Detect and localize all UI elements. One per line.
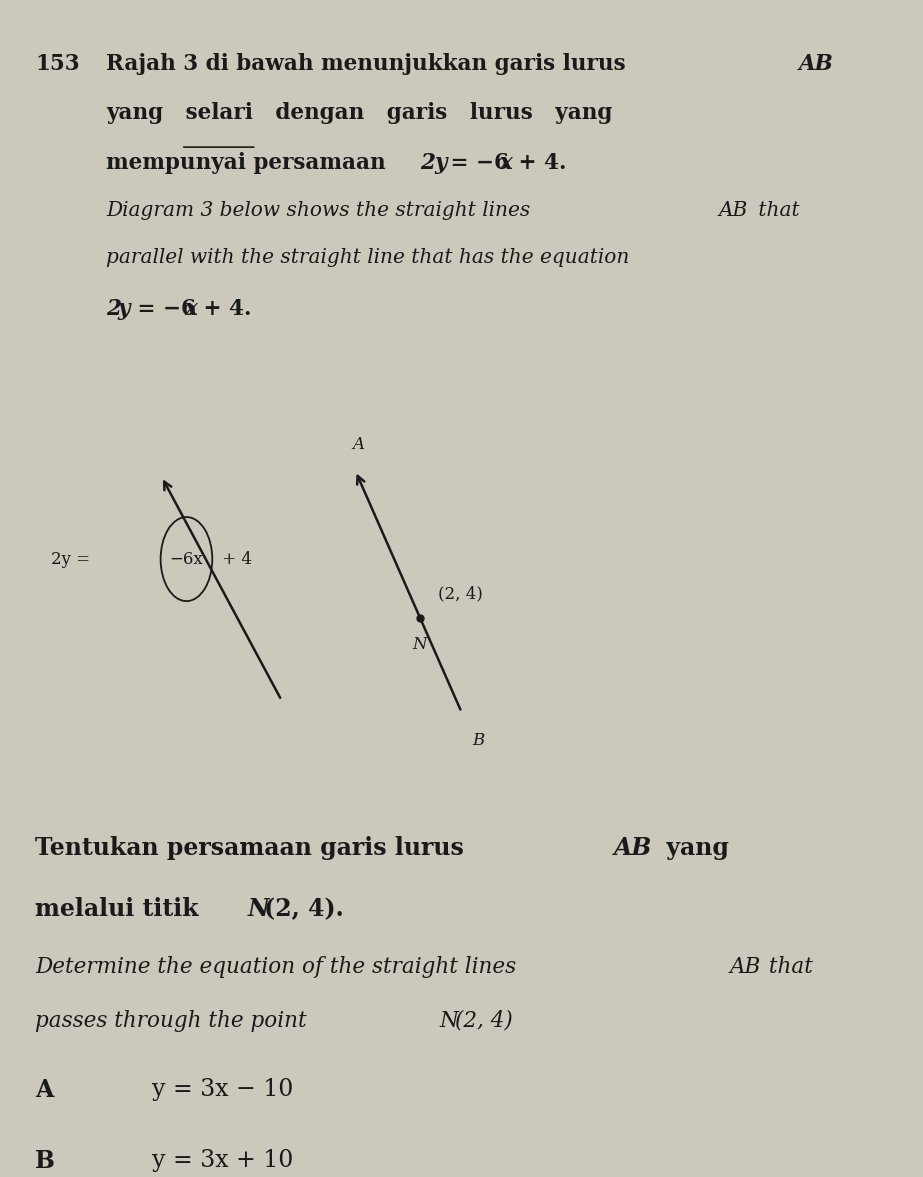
Text: mempunyai persamaan: mempunyai persamaan [106, 152, 393, 174]
Text: Determine the equation of the straight lines: Determine the equation of the straight l… [35, 956, 523, 978]
Text: A: A [35, 1078, 54, 1102]
Text: A: A [352, 437, 365, 453]
Text: Tentukan persamaan garis lurus: Tentukan persamaan garis lurus [35, 836, 473, 859]
Text: + 4.: + 4. [511, 152, 567, 174]
Text: = −6: = −6 [130, 298, 197, 320]
Text: Diagram 3 below shows the straight lines: Diagram 3 below shows the straight lines [106, 201, 537, 220]
Text: 153: 153 [35, 53, 79, 75]
Text: AB: AB [614, 836, 653, 859]
Text: that: that [752, 201, 800, 220]
Text: AB: AB [798, 53, 833, 75]
Text: y: y [117, 298, 130, 320]
Text: = −6: = −6 [443, 152, 509, 174]
Text: AB: AB [729, 956, 761, 978]
Text: N: N [247, 897, 269, 920]
Text: melalui titik: melalui titik [35, 897, 207, 920]
Text: yang   selari   dengan   garis   lurus   yang: yang selari dengan garis lurus yang [106, 102, 613, 125]
Text: N: N [413, 636, 427, 652]
Text: + 4.: + 4. [196, 298, 251, 320]
Text: −6x: −6x [170, 551, 203, 567]
Text: x: x [499, 152, 512, 174]
Text: (2, 4): (2, 4) [438, 586, 484, 603]
Text: y = 3x + 10: y = 3x + 10 [152, 1149, 294, 1172]
Text: passes through the point: passes through the point [35, 1010, 314, 1032]
Text: 2y: 2y [420, 152, 448, 174]
Text: (2, 4): (2, 4) [455, 1010, 513, 1032]
Text: yang: yang [658, 836, 729, 859]
Text: (2, 4).: (2, 4). [264, 897, 343, 920]
Text: B: B [473, 732, 485, 749]
Text: + 4: + 4 [217, 551, 252, 567]
Text: B: B [35, 1149, 55, 1172]
Text: x: x [185, 298, 198, 320]
Text: N: N [439, 1010, 458, 1032]
Text: y = 3x − 10: y = 3x − 10 [152, 1078, 294, 1102]
Text: 2: 2 [106, 298, 121, 320]
Text: AB: AB [718, 201, 748, 220]
Text: parallel with the straight line that has the equation: parallel with the straight line that has… [106, 248, 629, 267]
Text: Rajah 3 di bawah menunjukkan garis lurus: Rajah 3 di bawah menunjukkan garis lurus [106, 53, 633, 75]
Text: that: that [762, 956, 813, 978]
Text: 2y =: 2y = [51, 551, 95, 567]
